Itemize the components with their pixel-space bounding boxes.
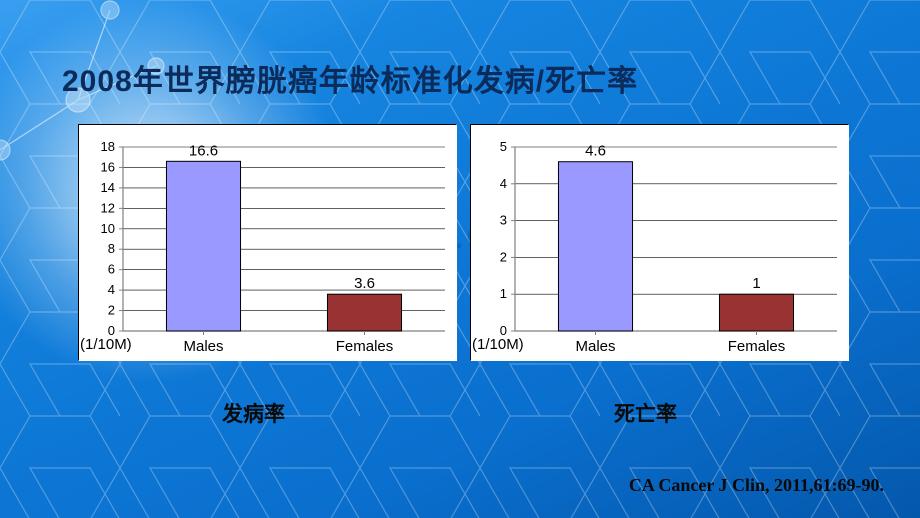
citation-text: CA Cancer J Clin, 2011,61:69-90. — [629, 475, 884, 496]
slide-root: 2008年世界膀胱癌年龄标准化发病/死亡率 www.zixin.com.cn 0… — [0, 0, 920, 518]
caption-incidence: 发病率 — [222, 398, 285, 428]
data-carrier: Males — [0, 0, 1, 1]
mortality-chart: 0123454.6Males1Females — [470, 124, 848, 360]
svg-text:4: 4 — [108, 282, 115, 297]
svg-text:Males: Males — [575, 338, 615, 355]
svg-text:5: 5 — [500, 139, 507, 154]
data-carrier: Females — [0, 0, 1, 1]
svg-text:Females: Females — [336, 338, 394, 355]
svg-text:Males: Males — [183, 338, 223, 355]
svg-text:4.6: 4.6 — [585, 143, 606, 160]
svg-text:3.6: 3.6 — [354, 275, 375, 292]
svg-text:10: 10 — [101, 221, 115, 236]
incidence-chart: 02468101214161816.6Males3.6Females — [78, 124, 456, 360]
svg-text:1: 1 — [752, 275, 760, 292]
svg-text:2: 2 — [108, 303, 115, 318]
caption-mortality: 死亡率 — [614, 398, 677, 428]
svg-text:16: 16 — [101, 159, 115, 174]
data-carrier: Males — [0, 0, 1, 1]
data-carrier: Females — [0, 0, 1, 1]
svg-text:18: 18 — [101, 139, 115, 154]
svg-text:8: 8 — [108, 241, 115, 256]
svg-text:3: 3 — [500, 213, 507, 228]
svg-text:Females: Females — [728, 338, 786, 355]
svg-text:4: 4 — [500, 176, 507, 191]
slide-title: 2008年世界膀胱癌年龄标准化发病/死亡率 — [62, 56, 880, 100]
svg-text:1: 1 — [500, 286, 507, 301]
unit-label-mortality: (1/10M) — [472, 336, 524, 353]
unit-label-incidence: (1/10M) — [80, 336, 132, 353]
chart-row: 02468101214161816.6Males3.6Females 01234… — [78, 124, 848, 360]
svg-text:2: 2 — [500, 249, 507, 264]
svg-text:16.6: 16.6 — [189, 142, 218, 159]
svg-text:14: 14 — [101, 180, 115, 195]
svg-text:12: 12 — [101, 200, 115, 215]
svg-text:6: 6 — [108, 262, 115, 277]
